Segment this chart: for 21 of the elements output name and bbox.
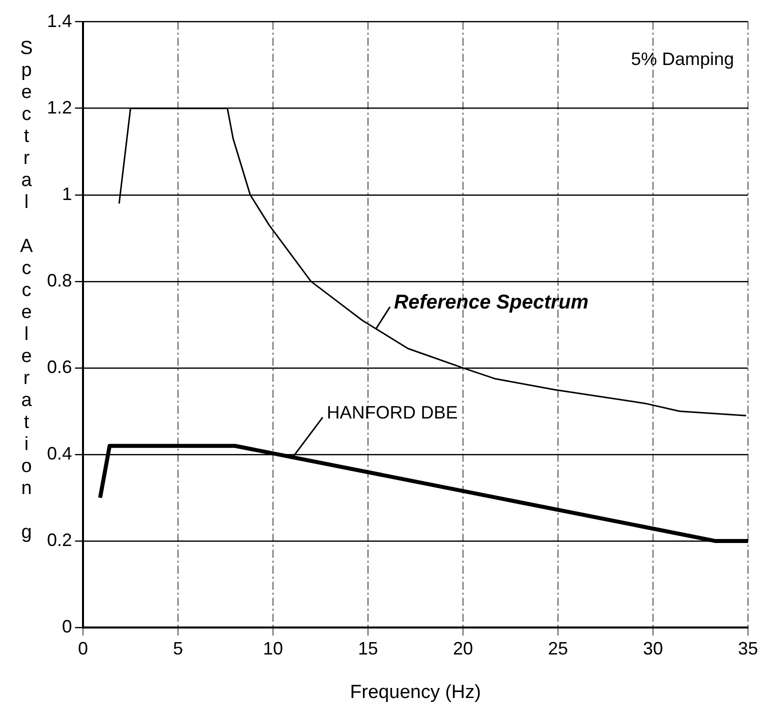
x-tick-label: 15: [358, 638, 378, 658]
y-tick-label: 0.8: [46, 270, 72, 290]
y-tick-label: 0: [62, 616, 72, 637]
x-tick-label: 30: [642, 638, 664, 658]
x-tick-label: 10: [263, 638, 284, 658]
annotation: 5% Damping: [630, 48, 734, 69]
x-axis-title: Frequency (Hz): [350, 682, 481, 703]
x-tick-label: 25: [548, 638, 568, 658]
x-tick-label: 20: [452, 638, 474, 658]
y-tick-label: 0.4: [46, 443, 72, 464]
x-tick-label: 35: [738, 638, 758, 658]
x-tick-label: 0: [78, 638, 88, 658]
series-label: Reference Spectrum: [394, 291, 589, 314]
y-tick-label: 1.4: [46, 10, 72, 31]
x-tick-label: 5: [173, 638, 184, 658]
y-tick-label: 1: [62, 184, 72, 204]
y-tick-label: 0.2: [46, 530, 72, 550]
text: HANFORD DBE: [326, 402, 458, 422]
y-tick-label: 1.2: [46, 97, 72, 118]
y-axis-title: Spectral Acceleration g: [15, 37, 38, 546]
y-tick-label: 0.6: [46, 356, 72, 377]
